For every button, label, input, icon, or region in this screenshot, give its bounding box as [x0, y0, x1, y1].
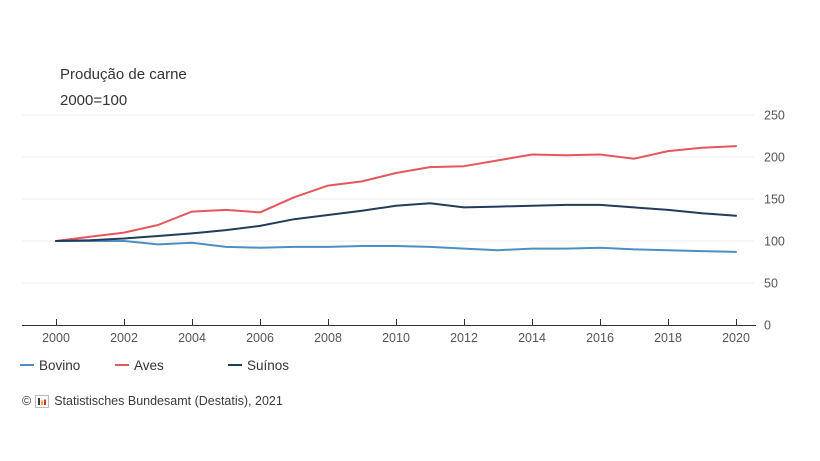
x-axis-tick-label: 2012	[450, 331, 478, 345]
x-axis-tick-label: 2004	[178, 331, 206, 345]
bovino-line-swatch-icon	[20, 364, 34, 366]
series-line-suinos	[55, 202, 737, 242]
line-chart: 0 50 100 150 200 250 2000 2002 2004 2006 2008 2010 2…	[22, 109, 785, 345]
x-axis-tick-label: 2014	[518, 331, 546, 345]
copyright-symbol: ©	[22, 394, 32, 408]
suinos-line-swatch-icon	[228, 364, 242, 366]
chart-title: Produção de carne	[60, 66, 187, 83]
x-axis-tick-label: 2010	[382, 331, 410, 345]
source-text: Statistisches Bundesamt (Destatis), 2021	[54, 394, 283, 408]
y-axis-tick-label: 50	[764, 277, 778, 291]
aves-line-swatch-icon	[115, 364, 129, 366]
legend-label-bovino: Bovino	[39, 357, 81, 373]
y-axis-tick-label: 0	[764, 319, 771, 333]
source-attribution: © Statistisches Bundesamt (Destatis), 20…	[22, 394, 283, 408]
legend-item-bovino[interactable]: Bovino	[20, 358, 115, 373]
x-axis-tick-label: 2018	[654, 331, 682, 345]
y-axis-tick-label: 200	[764, 151, 785, 165]
chart-subtitle: 2000=100	[60, 92, 128, 109]
destatis-bar-chart-icon	[35, 394, 50, 408]
legend-item-aves[interactable]: Aves	[115, 358, 228, 373]
title-block: Produção de carne 2000=100	[60, 62, 187, 114]
y-axis-tick-label: 100	[764, 235, 785, 249]
series-line-bovino	[55, 240, 737, 253]
x-axis-tick-label: 2002	[110, 331, 138, 345]
legend-label-aves: Aves	[134, 357, 164, 373]
y-axis-tick-label: 150	[764, 193, 785, 207]
legend: Bovino Aves Suínos	[20, 356, 289, 374]
x-axis-tick-label: 2000	[42, 331, 70, 345]
x-axis-tick-label: 2008	[314, 331, 342, 345]
series-line-aves	[55, 145, 737, 242]
y-axis-tick-label: 250	[764, 109, 785, 123]
x-axis-tick-label: 2016	[586, 331, 614, 345]
x-axis-tick-label: 2006	[246, 331, 274, 345]
legend-item-suinos[interactable]: Suínos	[228, 358, 289, 373]
x-axis-tick-label: 2020	[722, 331, 750, 345]
legend-label-suinos: Suínos	[247, 357, 290, 373]
